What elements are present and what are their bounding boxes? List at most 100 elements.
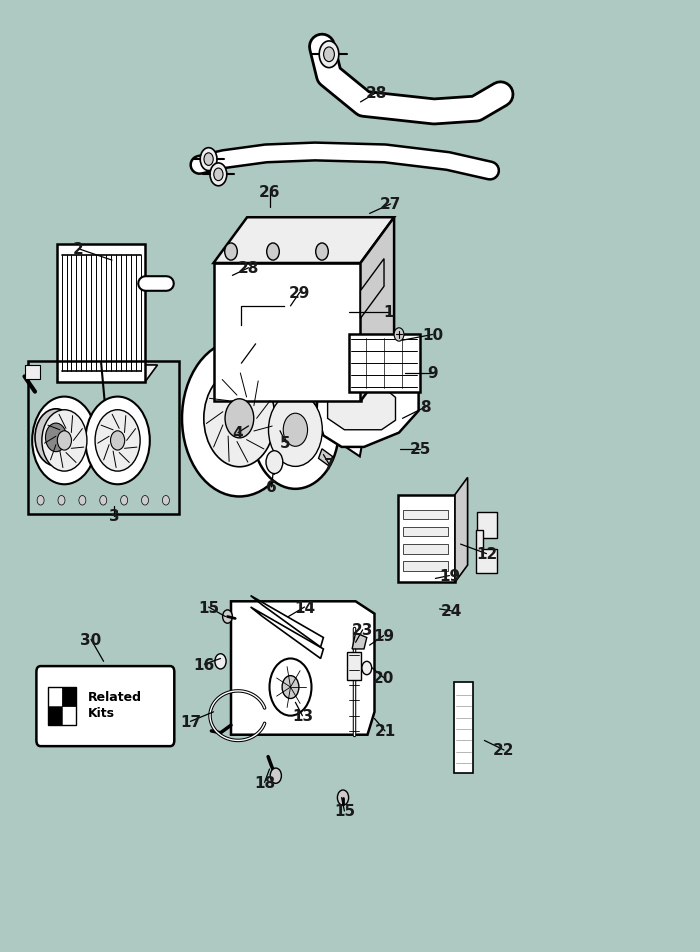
Polygon shape bbox=[214, 218, 394, 264]
Circle shape bbox=[270, 659, 312, 716]
Text: 15: 15 bbox=[334, 803, 355, 819]
Circle shape bbox=[282, 676, 299, 699]
Circle shape bbox=[85, 397, 150, 485]
Circle shape bbox=[111, 431, 125, 450]
Polygon shape bbox=[231, 602, 374, 735]
Polygon shape bbox=[477, 512, 497, 539]
Text: 21: 21 bbox=[374, 724, 395, 739]
Text: 9: 9 bbox=[427, 366, 438, 381]
Circle shape bbox=[267, 244, 279, 261]
Polygon shape bbox=[251, 596, 323, 647]
Text: 14: 14 bbox=[294, 600, 315, 615]
Circle shape bbox=[223, 610, 232, 624]
Bar bbox=[403, 545, 448, 554]
Text: 2: 2 bbox=[73, 242, 84, 257]
Bar bbox=[62, 706, 76, 725]
Circle shape bbox=[120, 496, 127, 506]
Text: 13: 13 bbox=[292, 708, 313, 724]
Polygon shape bbox=[214, 264, 360, 402]
Polygon shape bbox=[398, 495, 455, 583]
Text: 5: 5 bbox=[280, 435, 291, 450]
Text: 1: 1 bbox=[384, 305, 394, 320]
Polygon shape bbox=[360, 259, 384, 319]
Circle shape bbox=[337, 790, 349, 805]
Circle shape bbox=[266, 451, 283, 474]
Circle shape bbox=[269, 394, 322, 466]
Polygon shape bbox=[251, 607, 323, 659]
Text: 28: 28 bbox=[238, 261, 259, 276]
Circle shape bbox=[323, 48, 335, 63]
Circle shape bbox=[57, 431, 71, 450]
Circle shape bbox=[95, 410, 140, 471]
Circle shape bbox=[182, 341, 297, 497]
Polygon shape bbox=[476, 530, 497, 573]
Polygon shape bbox=[360, 218, 394, 402]
Polygon shape bbox=[328, 387, 396, 430]
Text: 10: 10 bbox=[422, 327, 443, 343]
Polygon shape bbox=[57, 245, 145, 383]
Bar bbox=[403, 510, 448, 520]
Circle shape bbox=[79, 496, 86, 506]
Text: 23: 23 bbox=[352, 623, 373, 638]
Polygon shape bbox=[455, 478, 468, 583]
Circle shape bbox=[35, 409, 77, 466]
Bar bbox=[25, 366, 40, 380]
Text: 3: 3 bbox=[108, 508, 120, 524]
Circle shape bbox=[319, 42, 339, 69]
Text: 8: 8 bbox=[420, 400, 431, 415]
Text: 25: 25 bbox=[410, 442, 430, 457]
Circle shape bbox=[200, 149, 217, 171]
Text: 12: 12 bbox=[476, 546, 497, 562]
Bar bbox=[48, 687, 76, 725]
Text: 7: 7 bbox=[323, 457, 335, 472]
Circle shape bbox=[58, 496, 65, 506]
Circle shape bbox=[214, 169, 223, 182]
Text: 18: 18 bbox=[254, 775, 275, 790]
Circle shape bbox=[204, 370, 275, 467]
Polygon shape bbox=[297, 398, 363, 457]
Text: 6: 6 bbox=[266, 480, 277, 495]
Bar bbox=[62, 687, 76, 706]
Text: 24: 24 bbox=[441, 604, 462, 619]
Text: 28: 28 bbox=[366, 86, 387, 101]
Bar bbox=[118, 438, 139, 457]
Text: 4: 4 bbox=[232, 426, 244, 441]
Circle shape bbox=[270, 768, 281, 783]
Bar bbox=[403, 562, 448, 571]
Text: 15: 15 bbox=[198, 600, 219, 615]
Circle shape bbox=[225, 400, 253, 439]
FancyBboxPatch shape bbox=[36, 666, 174, 746]
Circle shape bbox=[32, 397, 97, 485]
Text: Related
Kits: Related Kits bbox=[88, 690, 142, 720]
Text: 19: 19 bbox=[439, 568, 460, 584]
Circle shape bbox=[362, 662, 372, 675]
Circle shape bbox=[284, 414, 307, 446]
Text: 16: 16 bbox=[194, 657, 215, 672]
Circle shape bbox=[46, 424, 66, 452]
Polygon shape bbox=[352, 633, 367, 649]
Circle shape bbox=[37, 496, 44, 506]
Bar bbox=[349, 335, 420, 392]
Text: 22: 22 bbox=[494, 743, 514, 758]
Circle shape bbox=[225, 244, 237, 261]
Polygon shape bbox=[318, 449, 332, 466]
Circle shape bbox=[42, 410, 87, 471]
Text: 20: 20 bbox=[373, 670, 394, 685]
Circle shape bbox=[204, 153, 214, 167]
Text: 17: 17 bbox=[180, 714, 201, 729]
Bar bbox=[28, 362, 178, 514]
Circle shape bbox=[215, 654, 226, 669]
Bar bbox=[403, 527, 448, 537]
Bar bbox=[48, 687, 62, 706]
Bar bbox=[347, 652, 360, 681]
Text: 27: 27 bbox=[380, 197, 401, 212]
Circle shape bbox=[394, 328, 404, 342]
Text: 26: 26 bbox=[259, 185, 280, 200]
Polygon shape bbox=[316, 360, 419, 447]
Circle shape bbox=[162, 496, 169, 506]
Bar bbox=[454, 683, 473, 773]
Circle shape bbox=[99, 496, 107, 506]
Text: 29: 29 bbox=[289, 286, 310, 301]
Circle shape bbox=[252, 371, 339, 489]
Circle shape bbox=[141, 496, 148, 506]
